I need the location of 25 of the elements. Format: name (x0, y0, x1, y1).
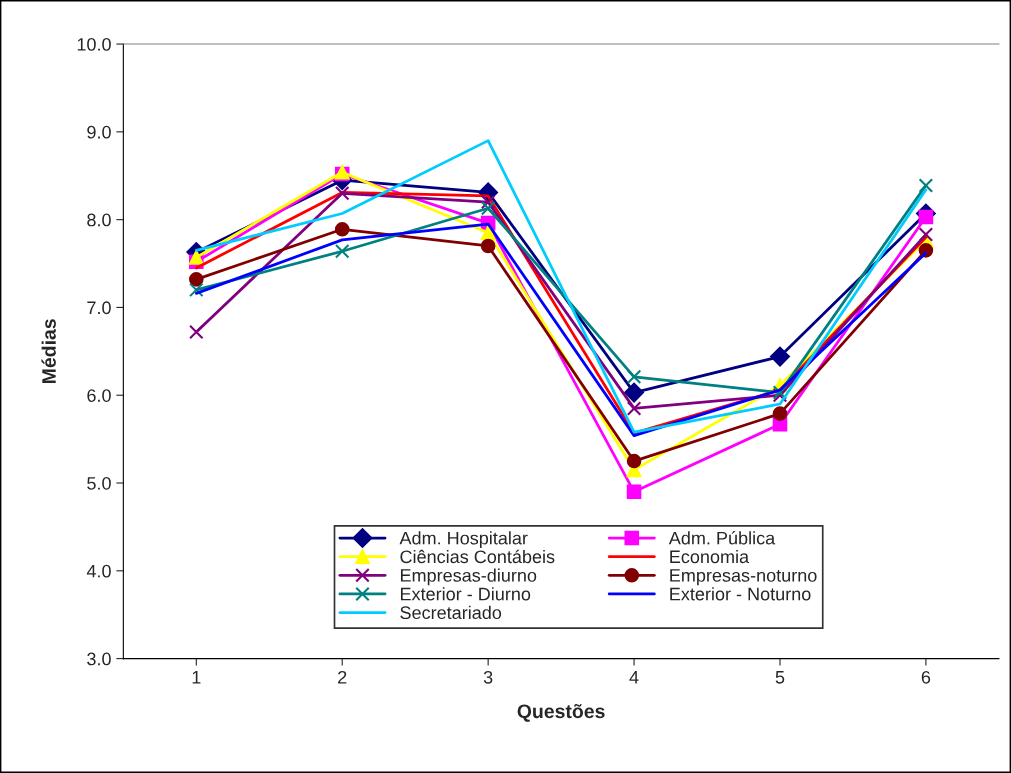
x-tick-label: 2 (338, 670, 347, 684)
x-tick-label: 6 (921, 670, 931, 684)
legend-label: Ciências Contábeis (400, 549, 555, 564)
legend-label: Economia (670, 549, 750, 564)
y-tick-label: 10.0 (77, 38, 111, 51)
legend-label: Exterior - Diurno (400, 587, 531, 601)
y-tick-label: 7.0 (87, 301, 111, 315)
x-tick-label: 4 (629, 671, 639, 684)
y-tick-label: 3.0 (87, 652, 111, 666)
y-tick-label: 5.0 (87, 476, 111, 490)
legend-label: Empresas-diurno (400, 568, 537, 586)
legend-label: Exterior - Noturno (670, 587, 811, 601)
x-tick-label: 1 (192, 671, 201, 684)
y-tick-label: 6.0 (87, 389, 111, 402)
legend-label: Empresas-noturno (670, 569, 817, 586)
x-tick-label: 5 (775, 671, 785, 684)
y-tick-label: 9.0 (87, 125, 111, 139)
y-tick-label: 8.0 (87, 213, 111, 227)
legend-label: Adm. Hospitalar (399, 531, 528, 549)
x-axis-title: Questões (517, 703, 605, 722)
y-tick-label: 4.0 (86, 564, 111, 578)
legend-label: Adm. Pública (668, 531, 776, 545)
y-axis-title: Médias (41, 319, 56, 383)
legend-label: Secretariado (400, 605, 502, 620)
x-tick-label: 3 (483, 670, 493, 684)
